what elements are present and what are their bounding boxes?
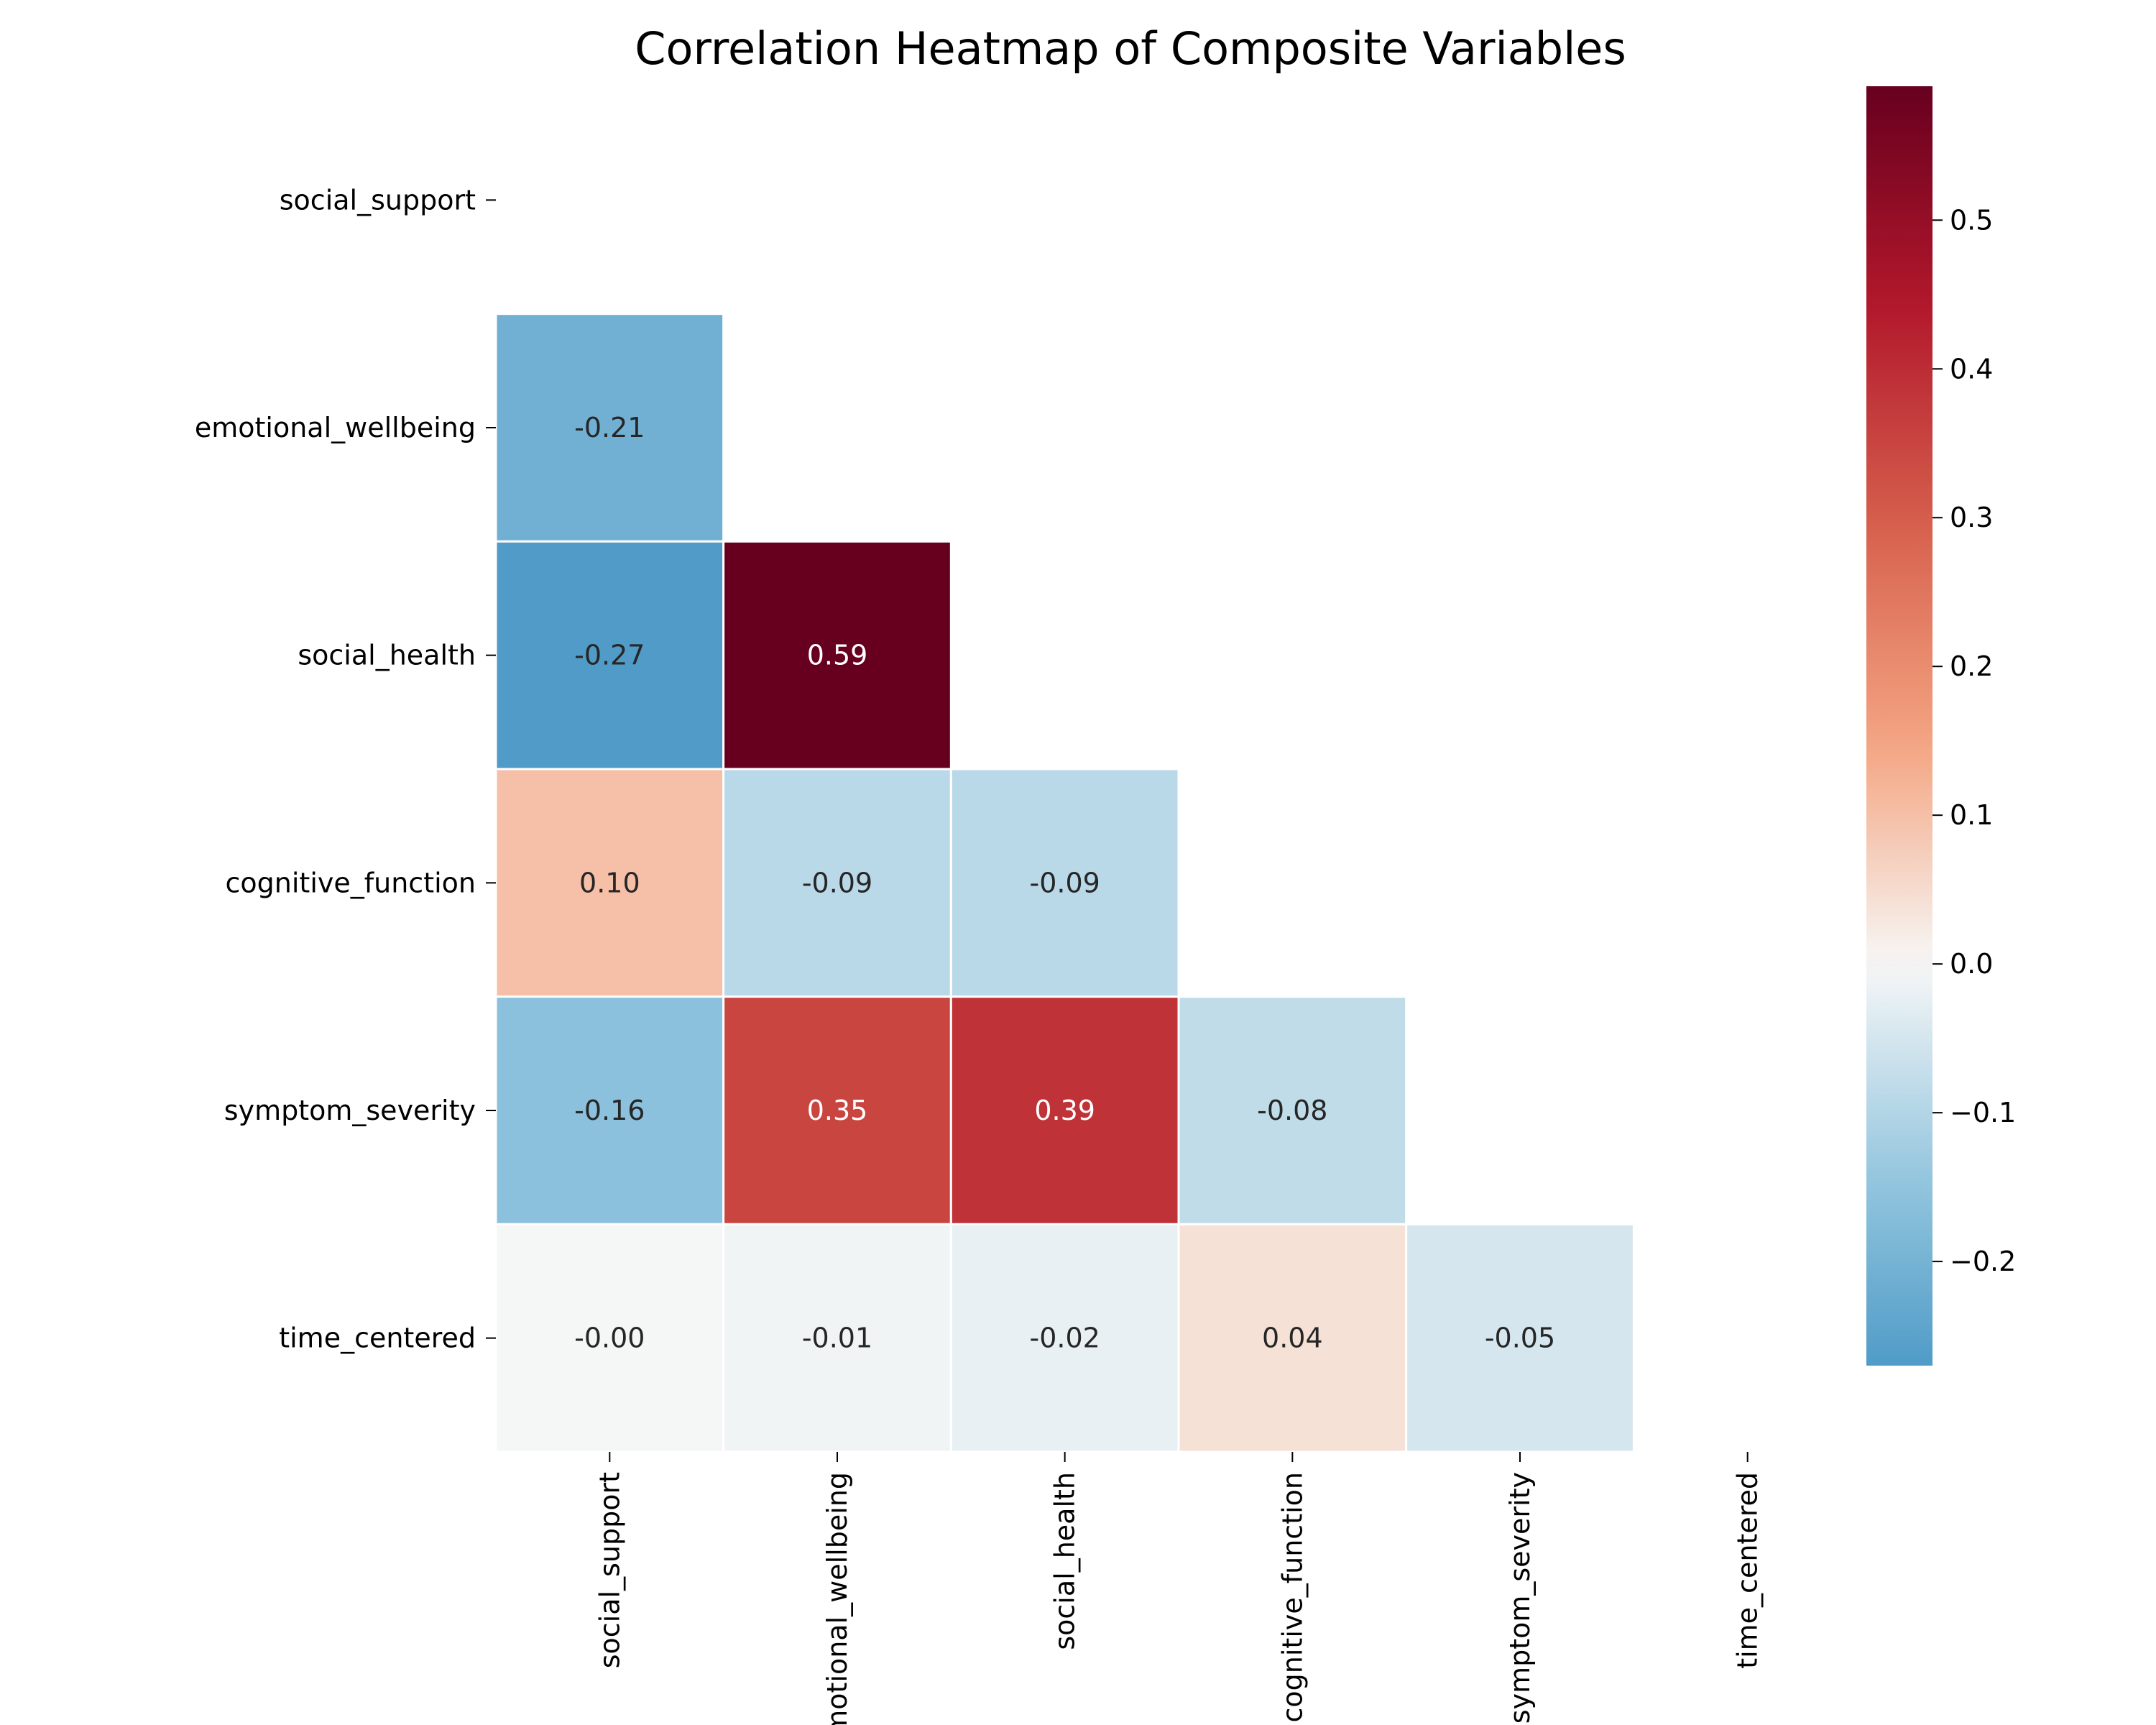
heatmap-cell [722, 1223, 952, 1453]
x-tick-label: social_support [594, 1472, 625, 1668]
colorbar: −0.2 −0.1 0.0 0.1 0.2 0.3 0.4 0.5 [1866, 86, 2016, 1366]
x-tick-label: emotional_wellbeing [821, 1472, 853, 1725]
heatmap-cells: -0.21 -0.27 0.59 0.10 -0.09 -0.09 -0.16 0.35 0.3… [494, 313, 1635, 1453]
cell-value-label: 0.04 [1262, 1322, 1323, 1354]
x-axis: social_support emotional_wellbeing social_… [594, 1452, 1764, 1725]
x-tick-label: cognitive_function [1276, 1472, 1308, 1722]
colorbar-tick-label: 0.0 [1950, 948, 1993, 980]
colorbar-tick-label: −0.2 [1950, 1246, 2016, 1277]
y-tick-label: symptom_severity [224, 1095, 476, 1126]
y-axis: social_support emotional_wellbeing social_… [195, 184, 496, 1354]
colorbar-tick-label: 0.3 [1950, 502, 1993, 533]
heatmap-cell [494, 313, 725, 543]
cell-value-label: -0.08 [1257, 1095, 1327, 1126]
colorbar-tick-label: 0.2 [1950, 650, 1993, 682]
y-tick-label: cognitive_function [226, 867, 476, 898]
cell-value-label: 0.59 [807, 640, 868, 671]
cell-value-label: -0.16 [574, 1095, 645, 1126]
x-tick-label: social_health [1049, 1472, 1081, 1650]
heatmap-cell [1405, 1223, 1635, 1453]
cell-value-label: 0.35 [807, 1095, 868, 1126]
x-tick-label: time_centered [1732, 1472, 1764, 1669]
heatmap-cell [1177, 1223, 1408, 1453]
colorbar-tick-label: −0.1 [1950, 1097, 2016, 1128]
cell-value-label: -0.02 [1030, 1322, 1100, 1354]
colorbar-gradient [1866, 86, 1932, 1366]
cell-value-label: 0.10 [579, 867, 640, 898]
heatmap-cell [494, 768, 725, 998]
colorbar-tick-label: 0.1 [1950, 799, 1993, 831]
cell-value-label: -0.21 [574, 412, 645, 443]
chart-title: Correlation Heatmap of Composite Variabl… [635, 22, 1626, 75]
heatmap-cell [722, 995, 952, 1225]
cell-value-label: 0.39 [1034, 1095, 1095, 1126]
cell-value-label: -0.00 [574, 1322, 645, 1354]
cell-value-label: -0.05 [1485, 1322, 1555, 1354]
y-tick-label: social_support [280, 184, 476, 216]
cell-value-label: -0.27 [574, 640, 645, 671]
cell-value-label: -0.09 [802, 867, 872, 898]
colorbar-tick-label: 0.4 [1950, 353, 1993, 385]
colorbar-tick-label: 0.5 [1950, 204, 1993, 236]
heatmap-cell [949, 768, 1180, 998]
y-tick-label: emotional_wellbeing [195, 412, 476, 443]
heatmap-cell [722, 540, 952, 770]
y-tick-label: social_health [298, 640, 476, 671]
heatmap-cell [1177, 995, 1408, 1225]
heatmap-cell [949, 1223, 1180, 1453]
heatmap-cell [494, 540, 725, 770]
y-tick-label: time_centered [279, 1322, 476, 1354]
heatmap-cell [722, 768, 952, 998]
cell-value-label: -0.09 [1030, 867, 1100, 898]
cell-value-label: -0.01 [802, 1322, 872, 1354]
x-tick-label: symptom_severity [1504, 1472, 1536, 1724]
